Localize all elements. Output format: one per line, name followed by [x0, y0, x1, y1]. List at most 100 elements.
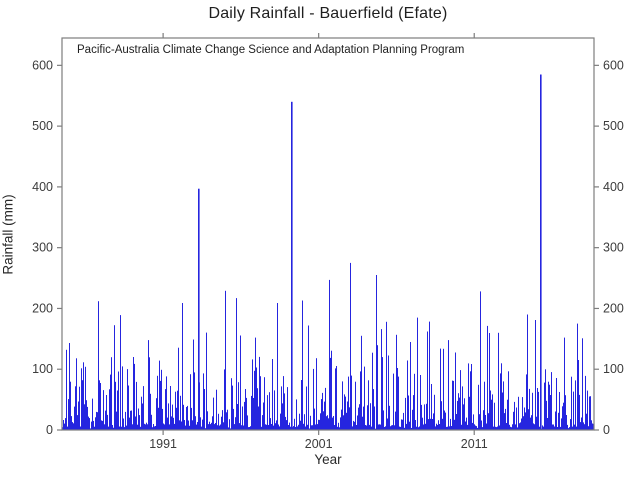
rainfall-bar	[252, 359, 253, 430]
rainfall-bar	[293, 426, 294, 430]
rainfall-bar	[141, 396, 142, 430]
rainfall-bar	[268, 425, 269, 430]
rainfall-bar	[390, 426, 391, 430]
rainfall-bar	[450, 418, 451, 430]
rainfall-bar	[585, 375, 586, 430]
rainfall-bar	[403, 412, 404, 430]
rainfall-bar	[528, 409, 529, 430]
rainfall-bar	[167, 417, 168, 430]
rainfall-bar	[130, 410, 131, 430]
rainfall-bar	[540, 74, 542, 430]
rainfall-bar	[493, 426, 494, 430]
rainfall-bar	[67, 426, 68, 430]
rainfall-bar	[88, 416, 89, 430]
rainfall-bar	[421, 404, 422, 430]
rainfall-bar	[183, 404, 184, 430]
rainfall-bar	[169, 424, 170, 430]
rainfall-bar	[220, 424, 221, 430]
rainfall-bar	[497, 426, 498, 430]
rainfall-bar	[135, 416, 136, 430]
rainfall-bar	[101, 420, 102, 430]
rainfall-bar	[489, 333, 490, 430]
rainfall-bar	[262, 415, 263, 430]
rainfall-bar	[218, 413, 219, 430]
rainfall-bar	[525, 412, 526, 430]
rainfall-bar	[370, 403, 371, 430]
rainfall-bar	[201, 426, 202, 430]
rainfall-bar	[317, 424, 318, 430]
rainfall-bar	[366, 425, 367, 430]
rainfall-bar	[341, 409, 342, 430]
plot-frame	[61, 37, 595, 431]
rainfall-bar	[401, 419, 402, 430]
rainfall-bar	[561, 418, 562, 430]
rainfall-bar	[226, 412, 227, 430]
y-tick-label-right: 300	[603, 241, 624, 255]
rainfall-bar	[352, 426, 353, 430]
rainfall-bar	[394, 425, 395, 430]
rainfall-bar	[150, 393, 151, 430]
rainfall-bar	[283, 376, 284, 430]
rainfall-bar	[548, 381, 549, 430]
rainfall-bar	[326, 416, 327, 430]
rainfall-bar	[307, 424, 308, 430]
rainfall-bar	[449, 426, 450, 430]
rainfall-bar	[411, 428, 412, 430]
x-tick-label: 2001	[305, 437, 333, 451]
rainfall-bar	[215, 423, 216, 430]
rainfall-bar	[165, 389, 166, 430]
rainfall-bar	[81, 368, 82, 430]
rainfall-bar	[583, 422, 584, 430]
rainfall-bar	[247, 415, 248, 430]
rainfall-bar	[432, 419, 433, 430]
rainfall-bar	[447, 426, 448, 430]
rainfall-bar	[117, 390, 118, 430]
rainfall-bar	[91, 421, 92, 430]
rainfall-bar	[346, 412, 347, 430]
rainfall-bar	[565, 395, 566, 430]
rainfall-bar	[543, 426, 544, 430]
rainfall-bar	[297, 426, 298, 430]
rainfall-bar	[376, 275, 377, 430]
rainfall-bar	[560, 426, 561, 430]
rainfall-bar	[87, 406, 88, 430]
rainfall-bar	[537, 388, 538, 430]
rainfall-bar	[459, 397, 460, 430]
rainfall-bar	[547, 418, 548, 430]
rainfall-bar	[375, 428, 376, 430]
rainfall-bar	[159, 360, 160, 430]
rainfall-bar	[296, 399, 297, 430]
rainfall-bar	[495, 426, 496, 430]
rainfall-bar	[373, 389, 374, 430]
rainfall-bar	[110, 374, 111, 430]
rainfall-bar	[240, 335, 241, 430]
rainfall-bar	[573, 391, 574, 430]
rainfall-bar	[149, 357, 150, 430]
rainfall-bar	[90, 428, 91, 430]
rainfall-bar	[374, 406, 375, 430]
rainfall-bar	[383, 410, 384, 430]
rainfall-bar	[414, 373, 415, 430]
rainfall-bar	[198, 188, 200, 430]
rainfall-bar	[322, 392, 323, 430]
rainfall-bar	[144, 423, 145, 430]
rainfall-bar	[173, 417, 174, 430]
rainfall-bar	[228, 427, 229, 430]
rainfall-bar	[350, 262, 351, 430]
rainfall-bar	[460, 370, 461, 430]
rainfall-bar	[558, 412, 559, 430]
rainfall-bar	[83, 362, 84, 430]
rainfall-bar	[289, 422, 290, 430]
rainfall-bar	[281, 386, 282, 430]
rainfall-bar	[241, 425, 242, 430]
rainfall-bar	[408, 395, 409, 430]
rainfall-bar	[151, 414, 152, 430]
rainfall-bar	[257, 388, 258, 430]
rainfall-bar	[539, 426, 540, 430]
rainfall-bar	[314, 408, 315, 430]
rainfall-bar	[192, 420, 193, 430]
rainfall-bar	[381, 329, 382, 430]
rainfall-bar	[462, 386, 463, 430]
rainfall-bar	[76, 358, 77, 430]
rainfall-bar	[418, 427, 419, 430]
